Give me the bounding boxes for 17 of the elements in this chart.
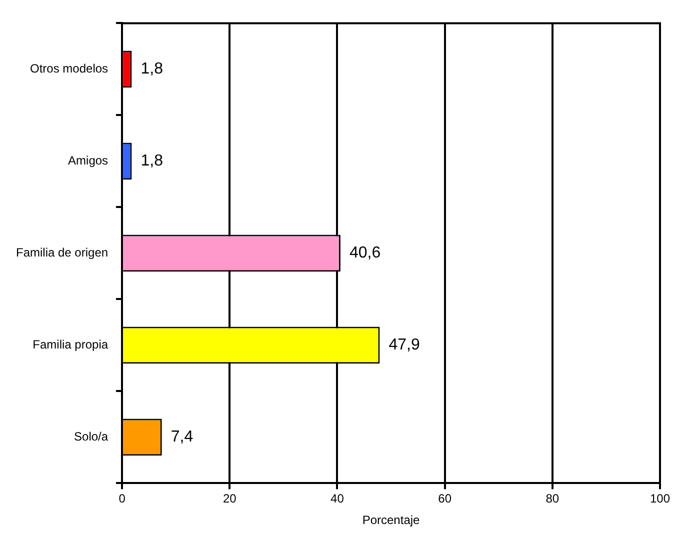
data-label: 1,8 <box>140 60 164 78</box>
y-tick-label: Familia de origen <box>16 246 108 260</box>
y-tick-label: Amigos <box>68 154 108 168</box>
x-tick-label: 100 <box>650 492 670 506</box>
data-label: 40,6 <box>349 244 381 262</box>
x-tick-label: 80 <box>546 492 560 506</box>
x-tick-label: 0 <box>118 492 126 506</box>
y-tick-label: Otros modelos <box>30 62 108 76</box>
y-tick-label: Familia propia <box>32 338 108 352</box>
x-axis-title: Porcentaje <box>362 513 420 528</box>
data-label: 1,8 <box>140 152 164 170</box>
x-tick-label: 60 <box>438 492 452 506</box>
x-tick-label: 20 <box>222 492 237 506</box>
data-label: 47,9 <box>388 336 420 354</box>
data-label: 7,4 <box>170 428 194 446</box>
x-tick-label: 40 <box>330 492 344 506</box>
y-tick-label: Solo/a <box>74 430 108 444</box>
